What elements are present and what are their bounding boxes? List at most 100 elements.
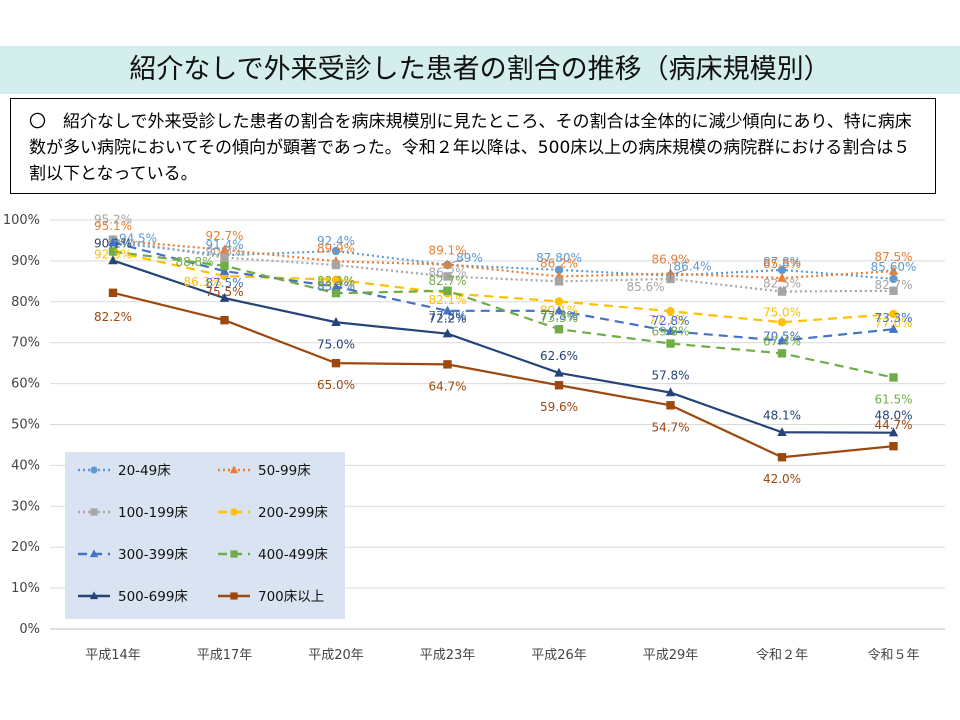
data-point: [220, 253, 229, 262]
data-label: 80.1%: [540, 303, 578, 317]
leader-line: [451, 258, 464, 264]
data-label: 90.8%: [205, 245, 243, 259]
page-title: 紹介なしで外来受診した患者の割合の推移（病床規模別）: [129, 54, 831, 85]
data-point: [554, 325, 564, 334]
series-line: [112, 250, 894, 324]
y-tick-label: 80%: [11, 295, 40, 310]
data-label: 62.6%: [540, 349, 578, 363]
data-label: 77.7%: [648, 313, 686, 327]
legend-box: [65, 452, 345, 619]
data-label: 87.80%: [536, 251, 582, 265]
legend-label: 50-99床: [258, 463, 311, 479]
data-point: [554, 265, 564, 275]
data-label: 86.4%: [673, 260, 711, 274]
title-bar: [0, 46, 960, 94]
data-label: 64.7%: [428, 379, 466, 393]
legend-label: 200-299床: [258, 505, 328, 521]
data-point: [554, 367, 564, 377]
data-label: 87.8%: [763, 255, 801, 269]
y-tick-label: 30%: [11, 499, 40, 514]
data-point: [108, 255, 118, 265]
data-point: [108, 288, 118, 298]
data-point: [777, 265, 787, 275]
data-label: 92.4%: [317, 234, 355, 248]
y-tick-label: 50%: [11, 418, 40, 433]
data-label: 65.0%: [317, 378, 355, 392]
y-axis-ticks: 0% 10% 20% 30% 40% 50% 60% 70% 80% 90% 100%: [3, 213, 40, 637]
data-point: [89, 549, 99, 558]
data-point: [229, 465, 239, 474]
data-label: 91.4%: [205, 238, 243, 252]
data-point: [554, 381, 564, 390]
data-label: 86.2%: [428, 265, 466, 279]
x-tick-label: 平成29年: [643, 648, 699, 663]
data-label: 73.3%: [874, 311, 912, 325]
data-point: [554, 297, 564, 306]
data-label: 86.3%: [183, 275, 221, 289]
x-tick-label: 平成20年: [308, 648, 364, 663]
data-point: [331, 317, 341, 326]
data-label: 92.3%: [94, 247, 132, 261]
y-tick-label: 10%: [11, 581, 40, 596]
data-label: 87.5%: [874, 250, 912, 264]
series-7: [108, 255, 899, 437]
data-point: [889, 286, 898, 295]
series-line: [112, 241, 894, 280]
data-point: [331, 281, 341, 291]
data-point: [331, 289, 341, 298]
data-point: [90, 508, 98, 516]
data-point: [220, 316, 229, 325]
data-point: [777, 287, 787, 296]
data-point: [230, 508, 238, 516]
leader-line: [674, 269, 687, 275]
summary-box: 〇 紹介なしで外来受診した患者の割合を病床規模別に見たところ、その割合は全体的に…: [10, 98, 936, 194]
data-point: [219, 292, 230, 302]
data-label: 67.4%: [763, 334, 801, 348]
data-point: [554, 305, 564, 315]
data-label: 94.5%: [119, 231, 157, 245]
line-chart: 0%10%20%30%40%50%60%70%80%90%100% 平成14年平…: [3, 213, 945, 663]
data-label: 86.9%: [651, 253, 689, 267]
data-label: 82.7%: [428, 274, 466, 288]
data-point: [442, 259, 453, 269]
x-tick-label: 平成23年: [420, 648, 476, 663]
data-label: 85.8%: [763, 257, 801, 271]
data-point: [888, 324, 899, 333]
data-label: 92.7%: [205, 229, 243, 243]
data-label: 85.4%: [317, 276, 355, 290]
data-label: 82.1%: [317, 274, 355, 288]
data-label: 90.1%: [94, 236, 132, 250]
data-point: [230, 550, 238, 558]
data-point: [442, 328, 453, 338]
data-label: 72.8%: [651, 314, 689, 328]
data-point: [219, 244, 230, 254]
data-point: [889, 373, 898, 382]
x-axis-ticks: 平成14年 平成17年 平成20年 平成23年 平成26年 平成29年 令和２年 令和５年: [85, 648, 919, 663]
series-line: [112, 238, 894, 280]
data-label: 82.7%: [874, 278, 912, 292]
data-label: 86.2%: [540, 256, 578, 270]
data-point: [554, 277, 564, 286]
series-6: [108, 247, 898, 382]
data-label: 85.6%: [626, 280, 664, 294]
legend-label: 400-499床: [258, 547, 328, 563]
data-point: [666, 339, 675, 348]
data-point: [230, 592, 238, 600]
data-point: [331, 358, 341, 368]
data-labels: 94.5% 91.4% 92.4% 89% 87.80% 86.4% 87.8% 85.60%…: [94, 213, 916, 487]
data-point: [777, 272, 787, 282]
legend-label: 500-699床: [118, 589, 188, 605]
data-label: 83.7%: [317, 280, 355, 294]
series-line: [112, 250, 894, 379]
y-tick-label: 90%: [11, 254, 40, 269]
data-point: [442, 305, 453, 315]
data-point: [777, 453, 787, 462]
legend-label: 300-399床: [118, 547, 188, 563]
data-label: 89.9%: [317, 241, 355, 255]
data-point: [331, 260, 341, 270]
data-point: [443, 286, 452, 295]
data-point: [219, 265, 230, 275]
y-tick-label: 100%: [3, 213, 40, 228]
series-8: [108, 288, 898, 462]
data-point: [888, 427, 899, 437]
